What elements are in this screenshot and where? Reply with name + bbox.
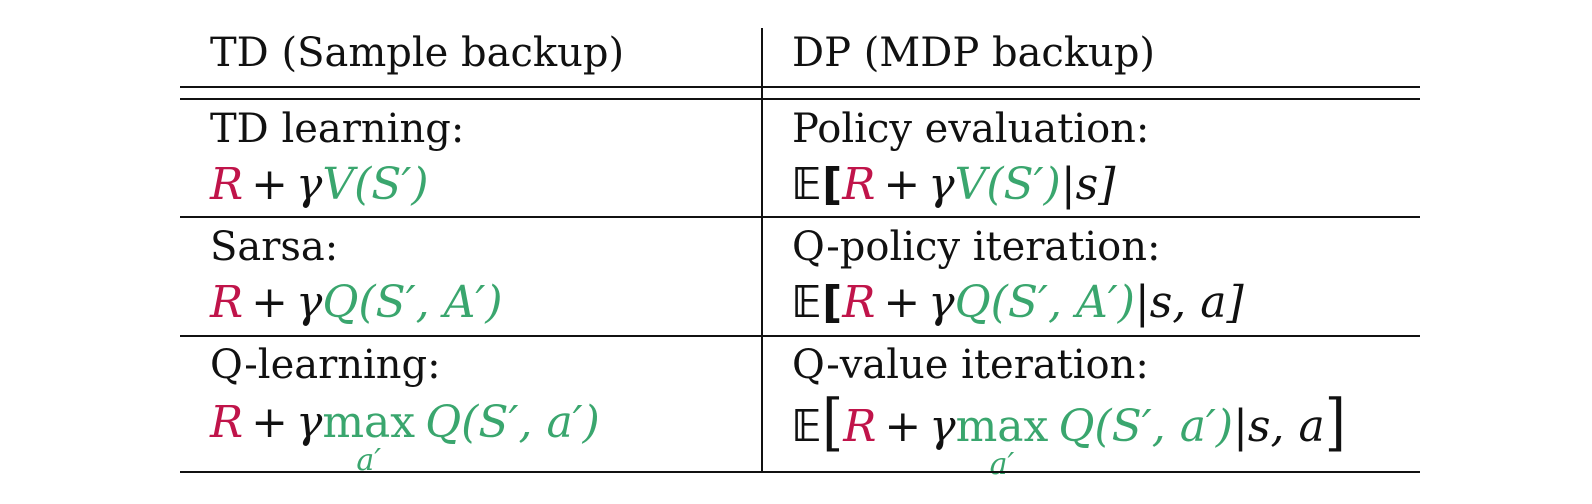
table-bottom-rule (180, 471, 1420, 473)
plus-op: + (883, 277, 921, 328)
q-policy-iteration-formula: 𝔼[R + γQ(S′, A′)|s, a] (792, 278, 1244, 328)
row-q-policy-iteration-label: Q-policy iteration: (792, 224, 1161, 270)
row-policy-evaluation-label: Policy evaluation: (792, 106, 1150, 152)
bracket-close: ] (1324, 386, 1346, 459)
expectation-open: 𝔼[ (792, 159, 843, 210)
value-target: V(S′) (322, 159, 429, 210)
value-target: V(S′) (954, 159, 1061, 210)
max-label: max (322, 397, 416, 448)
max-operator: max a′ (322, 397, 416, 479)
q-target: Q(S′, A′) (322, 277, 503, 328)
header-rule-top (180, 86, 1420, 88)
reward-term: R (210, 277, 244, 328)
max-label: max (955, 401, 1049, 452)
header-dp: DP (MDP backup) (792, 30, 1156, 76)
row-td-learning-label: TD learning: (210, 106, 465, 152)
policy-evaluation-formula: 𝔼[R + γV(S′)|s] (792, 160, 1115, 210)
row-q-learning-label: Q-learning: (210, 342, 441, 388)
condition-term: |s, a (1233, 401, 1325, 452)
expectation-open: 𝔼[ (792, 277, 843, 328)
max-subscript: a′ (989, 447, 1015, 482)
reward-term: R (842, 277, 876, 328)
header-td: TD (Sample backup) (210, 30, 625, 76)
q-target: Q(S′, a′) (1058, 401, 1234, 452)
max-subscript: a′ (356, 443, 382, 478)
bracket-open: [ (822, 386, 844, 459)
condition-term: |s, a] (1134, 277, 1244, 328)
row-rule-2 (180, 335, 1420, 337)
gamma-term: γ (928, 159, 955, 210)
gamma-term: γ (296, 397, 323, 448)
reward-term: R (843, 401, 877, 452)
expectation-symbol: 𝔼 (792, 401, 823, 452)
sarsa-formula: R + γQ(S′, A′) (210, 278, 503, 328)
gamma-term: γ (296, 277, 323, 328)
max-operator: max a′ (955, 401, 1049, 483)
condition-term: |s] (1060, 159, 1116, 210)
gamma-term: γ (928, 277, 955, 328)
plus-op: + (251, 277, 289, 328)
backup-comparison-table: TD (Sample backup) DP (MDP backup) TD le… (180, 0, 1420, 504)
q-learning-formula: R + γmax a′ Q(S′, a′) (210, 397, 600, 479)
q-value-iteration-formula: 𝔼[R + γmax a′ Q(S′, a′)|s, a] (792, 391, 1346, 483)
reward-term: R (210, 159, 244, 210)
plus-op: + (883, 159, 921, 210)
row-q-value-iteration-label: Q-value iteration: (792, 342, 1149, 388)
q-target: Q(S′, a′) (425, 397, 600, 448)
reward-term: R (210, 397, 244, 448)
reward-term: R (842, 159, 876, 210)
column-divider (761, 28, 763, 472)
gamma-term: γ (929, 401, 956, 452)
q-target: Q(S′, A′) (954, 277, 1135, 328)
gamma-term: γ (296, 159, 323, 210)
row-rule-1 (180, 216, 1420, 218)
row-sarsa-label: Sarsa: (210, 224, 339, 270)
td-learning-formula: R + γV(S′) (210, 160, 429, 210)
plus-op: + (251, 397, 289, 448)
plus-op: + (884, 401, 922, 452)
plus-op: + (251, 159, 289, 210)
header-rule-bottom (180, 98, 1420, 100)
